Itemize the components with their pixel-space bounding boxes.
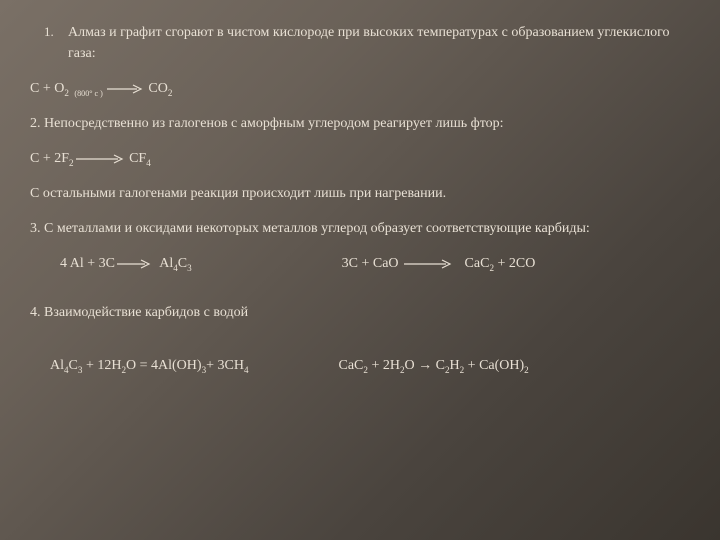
eq4b-s5: 2 <box>524 365 529 375</box>
arrow-icon <box>117 259 151 269</box>
eq2-lhs-sub: 2 <box>69 158 74 168</box>
point-3-num: 3. <box>30 221 41 236</box>
point-3: 3. С металлами и оксидами некоторых мета… <box>30 218 690 239</box>
eq4a-p4: O = 4Al(OH) <box>126 358 202 373</box>
eq3b-lhs: 3C + CaO <box>342 256 399 271</box>
equation-3b: 3C + CaO CaC2 + 2CO <box>342 253 536 274</box>
point-2: 2. Непосредственно из галогенов с аморфн… <box>30 113 690 134</box>
point-4-text: Взаимодействие карбидов с водой <box>44 305 248 320</box>
eq3a-rhs-b-sub: 3 <box>187 263 192 273</box>
slide-body: Алмаз и графит сгорают в чистом кислород… <box>0 0 720 540</box>
eq4b-p3: O → C <box>405 358 445 373</box>
point-2-text: Непосредственно из галогенов с аморфным … <box>44 116 504 131</box>
arrow-icon <box>107 84 143 94</box>
eq3a-rhs-b: C <box>178 256 187 271</box>
equation-2: C + 2F2 CF4 <box>30 148 690 169</box>
point-2-num: 2. <box>30 116 41 131</box>
eq1-lhs-sub: 2 <box>64 88 69 98</box>
equation-3-row: 4 Al + 3C Al4C3 3C + CaO CaC2 + 2CO <box>30 253 690 274</box>
equation-4-row: Al4C3 + 12H2O = 4Al(OH)3+ 3CH4 CaC2 + 2H… <box>30 355 690 376</box>
eq4b-p5: + Ca(OH) <box>464 358 524 373</box>
eq4a-p1: Al <box>50 358 64 373</box>
point-1-text: Алмаз и графит сгорают в чистом кислород… <box>68 25 669 61</box>
eq4a-p5: + 3CH <box>206 358 244 373</box>
equation-4b: CaC2 + 2H2O → C2H2 + Ca(OH)2 <box>339 355 529 376</box>
eq4a-p2: C <box>69 358 78 373</box>
eq1-lhs: C + O <box>30 81 64 96</box>
spacer <box>30 337 690 355</box>
equation-1: C + O2 (800° c ) CO2 <box>30 78 690 99</box>
arrow-icon <box>404 259 452 269</box>
equation-4a: Al4C3 + 12H2O = 4Al(OH)3+ 3CH4 <box>50 355 249 376</box>
eq2-lhs: C + 2F <box>30 151 69 166</box>
eq3a-lhs: 4 Al + 3C <box>60 256 115 271</box>
point-1: Алмаз и графит сгорают в чистом кислород… <box>30 22 690 64</box>
eq1-rhs-sub: 2 <box>168 88 173 98</box>
eq4a-p3: + 12H <box>82 358 121 373</box>
point-4: 4. Взаимодействие карбидов с водой <box>30 302 690 323</box>
eq3a-rhs-a: Al <box>159 256 173 271</box>
eq2-rhs-sub: 4 <box>146 158 151 168</box>
eq4a-s5: 4 <box>244 365 249 375</box>
eq4b-p1: CaC <box>339 358 364 373</box>
eq2-rhs: CF <box>129 151 146 166</box>
eq3b-rhs-b: + 2CO <box>494 256 535 271</box>
eq4b-p2: + 2H <box>368 358 400 373</box>
eq4b-p4: H <box>450 358 460 373</box>
note-2: С остальными галогенами реакция происход… <box>30 183 690 204</box>
equation-3a: 4 Al + 3C Al4C3 <box>60 253 192 274</box>
eq3b-rhs-a: CaC <box>465 256 490 271</box>
eq1-temp-note: (800° c ) <box>72 89 104 98</box>
arrow-icon <box>76 154 124 164</box>
point-4-num: 4. <box>30 305 41 320</box>
eq1-rhs: CO <box>148 81 167 96</box>
point-3-text: С металлами и оксидами некоторых металло… <box>44 221 590 236</box>
